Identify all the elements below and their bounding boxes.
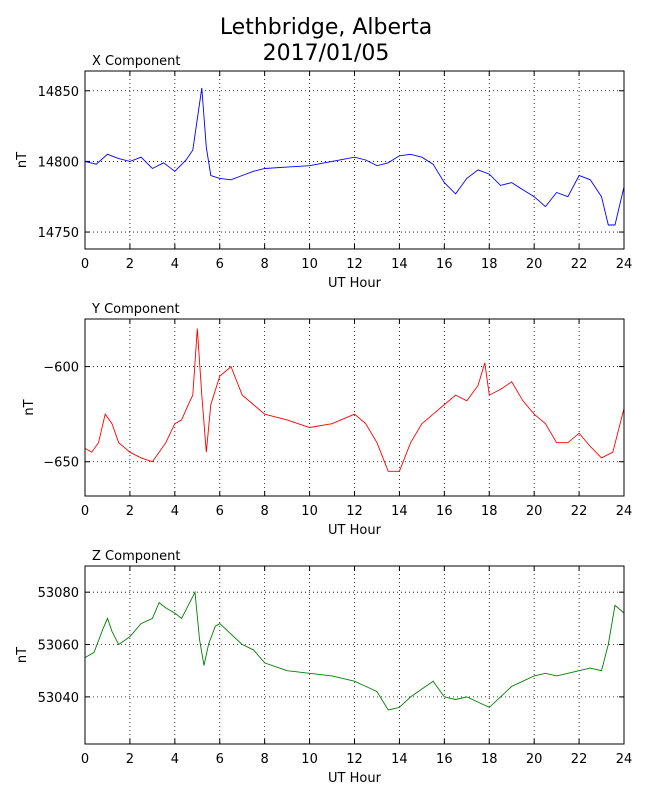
series-line — [84, 328, 625, 472]
y-tick-label: 14800 — [38, 155, 79, 170]
x-tick-label: 22 — [571, 257, 588, 272]
y-tick-label: 53080 — [38, 586, 79, 601]
x-tick-label: 10 — [301, 752, 318, 767]
y-tick-label: −650 — [43, 456, 79, 471]
x-tick-label: 0 — [81, 752, 89, 767]
y-axis-label: nT — [15, 152, 30, 168]
y-tick-label: 53060 — [38, 639, 79, 654]
x-tick-label: 6 — [216, 752, 224, 767]
panel-title: X Component — [92, 54, 181, 69]
x-tick-label: 14 — [391, 504, 408, 519]
x-tick-label: 20 — [526, 752, 543, 767]
x-tick-label: 18 — [481, 504, 498, 519]
x-tick-label: 4 — [171, 752, 179, 767]
x-tick-label: 0 — [81, 257, 89, 272]
x-tick-label: 16 — [436, 752, 453, 767]
panel-title: Z Component — [92, 549, 181, 564]
chart-title-line1: Lethbridge, Alberta — [220, 15, 432, 40]
x-tick-label: 8 — [261, 504, 269, 519]
x-tick-label: 22 — [571, 504, 588, 519]
x-tick-label: 16 — [436, 257, 453, 272]
x-tick-label: 4 — [171, 257, 179, 272]
series-line — [84, 87, 625, 226]
x-tick-label: 22 — [571, 752, 588, 767]
y-tick-label: −600 — [43, 361, 79, 376]
x-tick-label: 18 — [481, 752, 498, 767]
x-axis-label: UT Hour — [328, 771, 382, 786]
x-tick-label: 10 — [301, 257, 318, 272]
y-axis-label: nT — [22, 399, 37, 415]
y-tick-label: 14750 — [38, 226, 79, 241]
x-axis-label: UT Hour — [328, 276, 382, 291]
x-tick-label: 20 — [526, 504, 543, 519]
x-tick-label: 14 — [391, 257, 408, 272]
x-tick-label: 8 — [261, 752, 269, 767]
x-tick-label: 2 — [126, 504, 134, 519]
x-tick-label: 12 — [346, 752, 363, 767]
x-tick-label: 16 — [436, 504, 453, 519]
x-tick-label: 14 — [391, 752, 408, 767]
chart-title-line2: 2017/01/05 — [263, 41, 390, 66]
y-tick-label: 14850 — [38, 85, 79, 100]
series-line — [84, 590, 625, 711]
x-tick-label: 2 — [126, 752, 134, 767]
x-tick-label: 12 — [346, 504, 363, 519]
x-tick-label: 24 — [616, 257, 633, 272]
y-tick-label: 53040 — [38, 691, 79, 706]
x-axis-label: UT Hour — [328, 523, 382, 538]
x-tick-label: 24 — [616, 752, 633, 767]
x-tick-label: 6 — [216, 257, 224, 272]
x-tick-label: 20 — [526, 257, 543, 272]
x-tick-label: 8 — [261, 257, 269, 272]
panel-title: Y Component — [91, 302, 180, 317]
x-tick-label: 12 — [346, 257, 363, 272]
x-tick-label: 24 — [616, 504, 633, 519]
x-tick-label: 18 — [481, 257, 498, 272]
x-tick-label: 10 — [301, 504, 318, 519]
x-tick-label: 6 — [216, 504, 224, 519]
y-axis-label: nT — [15, 647, 30, 663]
x-tick-label: 4 — [171, 504, 179, 519]
x-tick-label: 2 — [126, 257, 134, 272]
x-tick-label: 0 — [81, 504, 89, 519]
